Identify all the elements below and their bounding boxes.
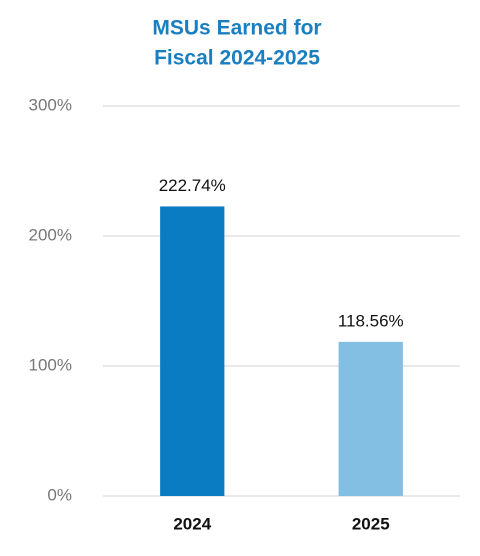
value-label: 222.74% bbox=[159, 176, 226, 195]
y-tick-label: 0% bbox=[47, 485, 72, 504]
x-tick-label: 2024 bbox=[173, 514, 211, 533]
bar bbox=[338, 341, 403, 496]
chart-title: MSUs Earned for bbox=[152, 17, 321, 40]
chart-title: Fiscal 2024-2025 bbox=[154, 47, 320, 70]
y-tick-label: 200% bbox=[29, 225, 72, 244]
value-label: 118.56% bbox=[338, 311, 404, 330]
x-tick-label: 2025 bbox=[352, 514, 390, 533]
y-tick-label: 100% bbox=[29, 355, 72, 374]
y-tick-label: 300% bbox=[29, 95, 72, 114]
bar bbox=[160, 206, 225, 497]
